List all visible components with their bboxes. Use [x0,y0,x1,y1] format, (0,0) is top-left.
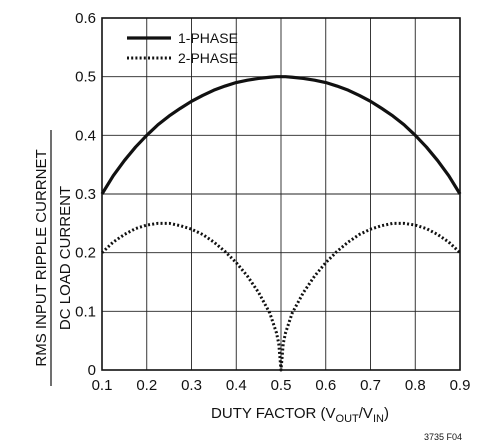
legend: 1-PHASE 2-PHASE [127,30,238,66]
y-tick-label-1: 0.1 [75,303,96,320]
x-axis-title-sub-out: OUT [336,413,360,425]
grid [101,17,461,371]
x-tick-label-4: 0.5 [271,377,292,394]
series-line-1-phase [100,75,462,195]
y-axis-title-denominator: DC LOAD CURRENT [57,186,74,330]
x-axis-title-suffix: ) [384,405,389,422]
legend-label-1-phase: 1-PHASE [178,30,238,46]
y-tick-label-6: 0.6 [75,10,96,27]
x-axis-title: DUTY FACTOR (VOUT/VIN) [211,405,389,425]
y-axis-title-numerator: RMS INPUT RIPPLE CURRNET [33,149,50,366]
plot-frame [101,17,461,371]
x-tick-labels: 0.1 0.2 0.3 0.4 0.5 0.6 0.7 0.8 0.9 [92,377,471,394]
x-tick-label-1: 0.2 [136,377,157,394]
x-axis-title-prefix: DUTY FACTOR (V [211,405,335,422]
x-tick-label-3: 0.4 [226,377,247,394]
x-axis-title-mid: /V [359,405,373,422]
y-axis-title: RMS INPUT RIPPLE CURRNET DC LOAD CURRENT [33,130,74,386]
legend-label-2-phase: 2-PHASE [178,50,238,66]
y-tick-label-0: 0 [88,362,96,379]
x-tick-label-6: 0.7 [360,377,381,394]
figure-code: 3735 F04 [424,432,462,442]
x-tick-label-2: 0.3 [181,377,202,394]
y-tick-label-4: 0.4 [75,127,96,144]
y-tick-label-5: 0.5 [75,69,96,86]
y-tick-labels: 0 0.1 0.2 0.3 0.4 0.5 0.6 [75,10,96,379]
x-tick-label-0: 0.1 [92,377,113,394]
y-tick-label-2: 0.2 [75,245,96,262]
x-axis-title-sub-in: IN [373,413,384,425]
x-tick-label-8: 0.9 [450,377,471,394]
x-tick-label-5: 0.6 [315,377,336,394]
y-tick-label-3: 0.3 [75,186,96,203]
x-tick-label-7: 0.8 [405,377,426,394]
